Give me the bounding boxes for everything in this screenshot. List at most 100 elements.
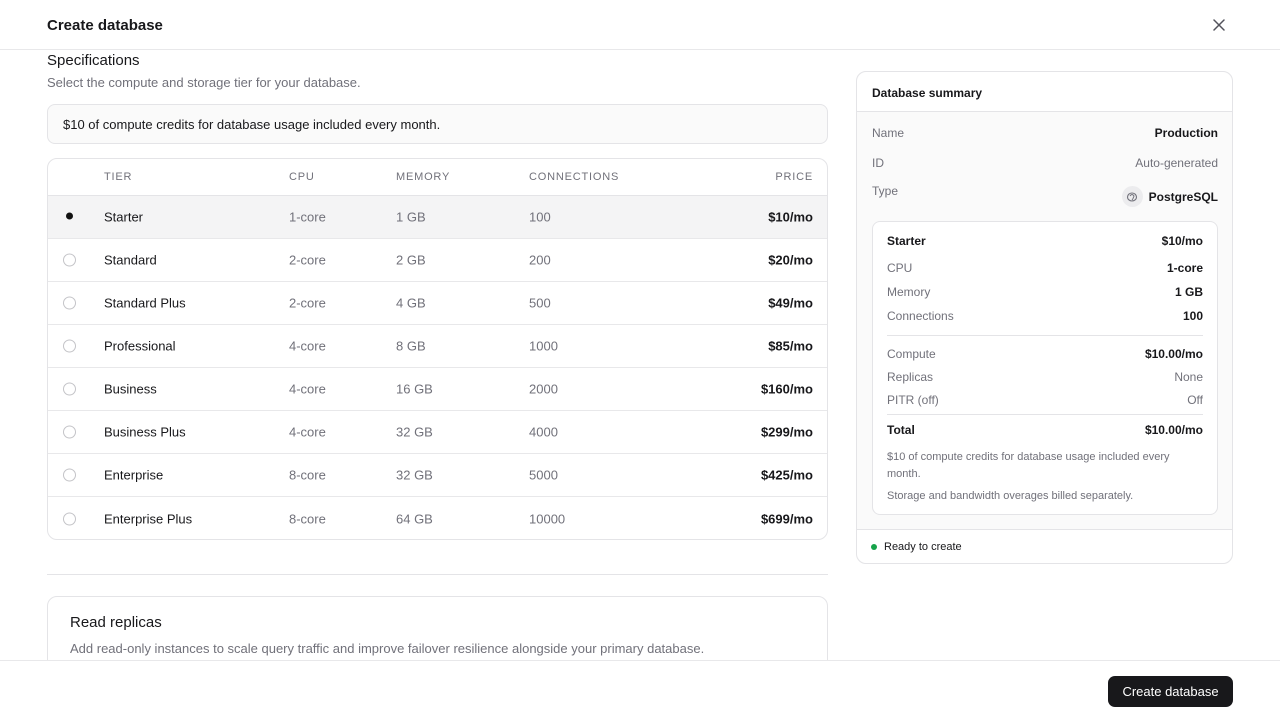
tier-name: Professional bbox=[104, 338, 176, 354]
postgres-icon bbox=[1121, 186, 1143, 207]
tier-row-enterprise[interactable]: Enterprise 8-core 32 GB 5000 $425/mo bbox=[48, 454, 827, 497]
tier-name: Enterprise bbox=[104, 467, 164, 483]
tier-connections: 200 bbox=[529, 252, 551, 268]
plan-divider bbox=[887, 414, 1203, 415]
plan-storage-note: Storage and bandwidth overages billed se… bbox=[887, 490, 1134, 502]
tier-connections: 10000 bbox=[529, 511, 566, 526]
tier-price: $49/mo bbox=[768, 295, 813, 311]
plan-credits-note: $10 of compute credits for database usag… bbox=[887, 451, 1170, 480]
tier-memory: 16 GB bbox=[396, 381, 433, 397]
plan-cpu-row: CPU 1-core bbox=[887, 261, 1203, 275]
plan-compute-label: Compute bbox=[887, 347, 936, 361]
read-replicas-subtitle: Add read-only instances to scale query t… bbox=[70, 641, 705, 656]
tier-row-business[interactable]: Business 4-core 16 GB 2000 $160/mo bbox=[48, 368, 827, 411]
plan-pitr-label: PITR (off) bbox=[887, 393, 939, 407]
summary-title: Database summary bbox=[872, 86, 983, 100]
tier-name: Business bbox=[104, 381, 157, 397]
tier-radio[interactable] bbox=[63, 468, 76, 482]
tier-radio[interactable] bbox=[63, 512, 76, 525]
summary-type-label: Type bbox=[872, 184, 899, 198]
tier-memory: 64 GB bbox=[396, 511, 433, 526]
tier-price: $299/mo bbox=[760, 424, 813, 440]
tier-name: Standard bbox=[104, 252, 157, 268]
summary-type-value: PostgreSQL bbox=[1121, 186, 1218, 207]
tier-radio[interactable] bbox=[63, 382, 76, 396]
close-icon[interactable] bbox=[1208, 14, 1230, 36]
plan-replicas-label: Replicas bbox=[887, 370, 934, 384]
tier-connections: 4000 bbox=[529, 424, 558, 440]
plan-replicas-row: Replicas None bbox=[887, 370, 1203, 384]
tier-price: $699/mo bbox=[760, 511, 813, 526]
tier-row-starter[interactable]: Starter 1-core 1 GB 100 $10/mo bbox=[48, 196, 827, 239]
plan-connections-label: Connections bbox=[887, 309, 954, 323]
tier-radio[interactable] bbox=[63, 296, 76, 310]
tier-name: Enterprise Plus bbox=[104, 511, 193, 526]
tier-memory: 32 GB bbox=[396, 467, 433, 483]
tier-cpu: 8-core bbox=[289, 511, 326, 526]
plan-total-value: $10.00/mo bbox=[1144, 423, 1203, 437]
tier-memory: 1 GB bbox=[396, 209, 426, 225]
summary-id-label: ID bbox=[872, 156, 884, 170]
tier-row-business-plus[interactable]: Business Plus 4-core 32 GB 4000 $299/mo bbox=[48, 411, 827, 454]
summary-id-row: ID Auto-generated bbox=[872, 156, 1218, 170]
header-cpu: CPU bbox=[289, 171, 315, 183]
header-connections: CONNECTIONS bbox=[529, 171, 620, 183]
plan-pitr-row: PITR (off) Off bbox=[887, 393, 1203, 407]
plan-summary-card: Starter $10/mo CPU 1-core Memory 1 GB Co… bbox=[872, 221, 1218, 515]
summary-type-row: Type PostgreSQL bbox=[872, 184, 1218, 207]
summary-name-row: Name Production bbox=[872, 126, 1218, 140]
summary-type-text: PostgreSQL bbox=[1148, 189, 1218, 204]
tier-name: Starter bbox=[104, 209, 144, 225]
summary-name-label: Name bbox=[872, 126, 905, 140]
plan-cpu-value: 1-core bbox=[1166, 261, 1203, 275]
plan-compute-value: $10.00/mo bbox=[1144, 347, 1203, 361]
tier-row-standard-plus[interactable]: Standard Plus 2-core 4 GB 500 $49/mo bbox=[48, 282, 827, 325]
dialog-title: Create database bbox=[47, 17, 163, 34]
credit-banner-text: $10 of compute credits for database usag… bbox=[63, 116, 441, 132]
tier-price: $160/mo bbox=[760, 381, 813, 397]
specifications-title: Specifications bbox=[47, 52, 140, 69]
tier-radio[interactable] bbox=[63, 339, 76, 353]
plan-tier-row: Starter $10/mo bbox=[887, 234, 1203, 248]
tier-radio[interactable] bbox=[63, 425, 76, 439]
specifications-subtitle: Select the compute and storage tier for … bbox=[47, 75, 361, 90]
tier-radio[interactable] bbox=[63, 211, 76, 224]
tier-row-standard[interactable]: Standard 2-core 2 GB 200 $20/mo bbox=[48, 239, 827, 282]
plan-tier-price: $10/mo bbox=[1161, 234, 1203, 248]
summary-status: Ready to create bbox=[857, 529, 1232, 563]
tier-name: Business Plus bbox=[104, 424, 186, 440]
tier-table-header: TIER CPU MEMORY CONNECTIONS PRICE bbox=[48, 159, 827, 196]
tier-cpu: 2-core bbox=[289, 252, 326, 268]
plan-tier-name: Starter bbox=[887, 234, 926, 248]
tier-radio[interactable] bbox=[63, 253, 76, 267]
tier-memory: 4 GB bbox=[396, 295, 426, 311]
summary-name-value: Production bbox=[1154, 126, 1218, 140]
tier-cpu: 1-core bbox=[289, 209, 326, 225]
header-tier: TIER bbox=[104, 171, 133, 183]
tier-connections: 1000 bbox=[529, 338, 558, 354]
dialog-header: Create database bbox=[0, 0, 1280, 50]
tier-memory: 2 GB bbox=[396, 252, 426, 268]
plan-total-row: Total $10.00/mo bbox=[887, 423, 1203, 437]
summary-id-value: Auto-generated bbox=[1135, 156, 1218, 170]
plan-memory-label: Memory bbox=[887, 285, 931, 299]
tier-row-professional[interactable]: Professional 4-core 8 GB 1000 $85/mo bbox=[48, 325, 827, 368]
tier-price: $10/mo bbox=[768, 209, 813, 225]
status-text: Ready to create bbox=[884, 540, 962, 553]
status-dot-icon bbox=[871, 543, 877, 550]
dialog-footer: Create database bbox=[0, 660, 1280, 721]
tier-price: $425/mo bbox=[760, 467, 813, 483]
plan-connections-value: 100 bbox=[1182, 309, 1203, 323]
tier-row-enterprise-plus[interactable]: Enterprise Plus 8-core 64 GB 10000 $699/… bbox=[48, 497, 827, 539]
summary-header: Database summary bbox=[857, 72, 1232, 112]
tier-cpu: 8-core bbox=[289, 467, 326, 483]
tier-connections: 2000 bbox=[529, 381, 558, 397]
plan-cpu-label: CPU bbox=[887, 261, 913, 275]
tier-cpu: 4-core bbox=[289, 381, 326, 397]
tier-cpu: 2-core bbox=[289, 295, 326, 311]
tier-memory: 8 GB bbox=[396, 338, 426, 354]
plan-compute-row: Compute $10.00/mo bbox=[887, 347, 1203, 361]
plan-connections-row: Connections 100 bbox=[887, 309, 1203, 323]
tier-connections: 500 bbox=[529, 295, 551, 311]
create-database-button[interactable]: Create database bbox=[1108, 676, 1233, 707]
